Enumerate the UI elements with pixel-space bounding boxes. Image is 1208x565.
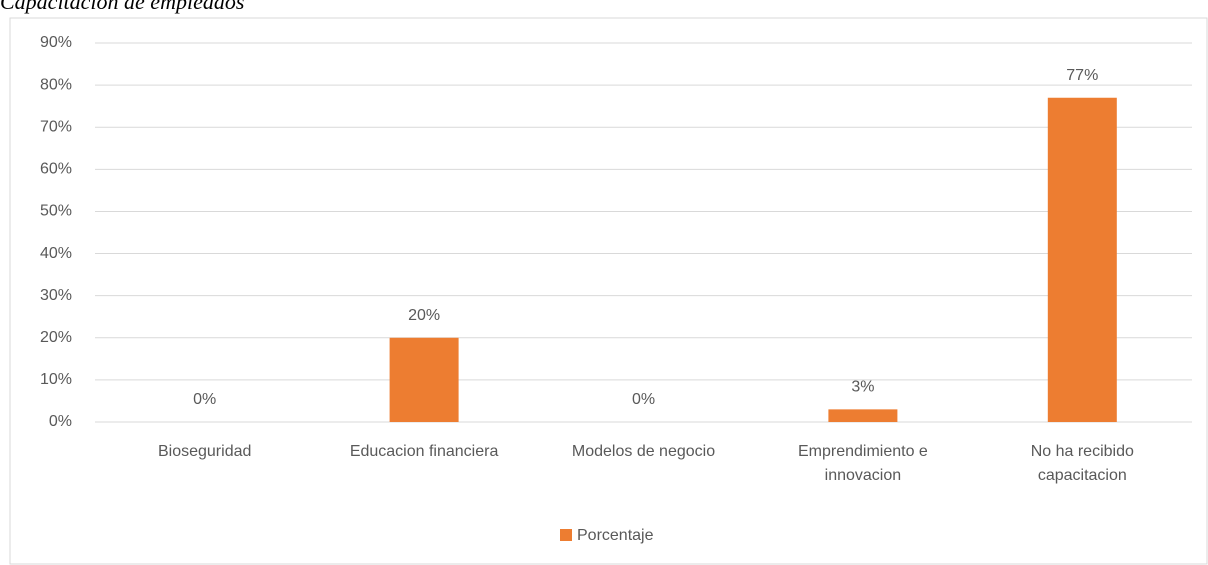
legend-label: Porcentaje: [577, 527, 654, 544]
y-tick-label: 70%: [40, 118, 72, 135]
data-label: 3%: [851, 379, 874, 396]
y-tick-label: 40%: [40, 245, 72, 262]
y-tick-label: 30%: [40, 287, 72, 304]
y-tick-label: 80%: [40, 76, 72, 93]
y-tick-label: 90%: [40, 34, 72, 51]
bar: [1047, 97, 1117, 422]
y-tick-label: 0%: [49, 413, 72, 430]
data-label: 0%: [632, 391, 655, 408]
x-tick-label: Bioseguridad: [157, 443, 252, 460]
bar: [389, 337, 459, 422]
data-label: 0%: [193, 391, 216, 408]
x-tick-label: Emprendimiento e innovacion: [797, 443, 928, 484]
bar: [828, 409, 898, 422]
y-tick-label: 50%: [40, 203, 72, 220]
y-tick-label: 20%: [40, 329, 72, 346]
data-label: 77%: [1066, 67, 1098, 84]
y-tick-label: 10%: [40, 371, 72, 388]
x-tick-label: No ha recibido capacitacion: [1030, 443, 1134, 484]
chart-frame: [9, 17, 1208, 565]
data-label: 20%: [408, 307, 440, 324]
x-tick-label: Educacion financiera: [349, 443, 499, 460]
legend-swatch: [560, 529, 572, 541]
y-tick-label: 60%: [40, 161, 72, 178]
chart-title: Capacitacion de empleados: [0, 0, 244, 14]
x-tick-label: Modelos de negocio: [571, 443, 716, 460]
